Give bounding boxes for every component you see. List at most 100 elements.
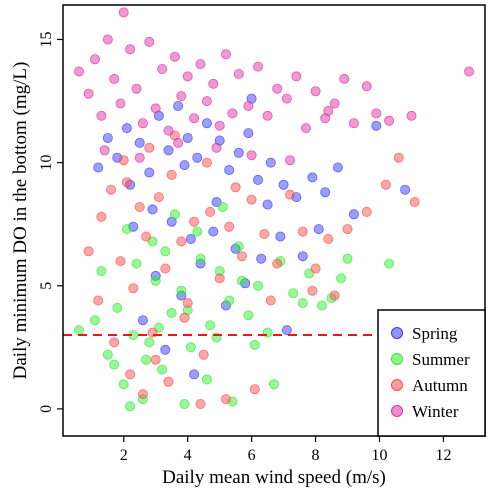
point-summer: [179, 398, 190, 409]
point-winter: [99, 145, 110, 156]
point-autumn: [249, 384, 260, 395]
point-spring: [182, 132, 193, 143]
point-autumn: [163, 376, 174, 387]
point-spring: [185, 233, 196, 244]
point-autumn: [265, 295, 276, 306]
point-autumn: [307, 285, 318, 296]
point-spring: [265, 157, 276, 168]
point-summer: [384, 258, 395, 269]
legend-marker-autumn: [391, 379, 403, 391]
point-winter: [169, 51, 180, 62]
y-tick-label: 10: [38, 155, 55, 171]
point-spring: [243, 128, 254, 139]
point-summer: [144, 337, 155, 348]
point-autumn: [118, 155, 129, 166]
point-summer: [141, 354, 152, 365]
point-summer: [176, 285, 187, 296]
point-spring: [102, 132, 113, 143]
point-summer: [160, 246, 171, 257]
point-winter: [371, 108, 382, 119]
x-tick-label: 4: [184, 447, 192, 464]
point-winter: [163, 125, 174, 136]
x-tick-label: 2: [120, 447, 128, 464]
point-spring: [121, 123, 132, 134]
point-winter: [323, 105, 334, 116]
point-spring: [281, 325, 292, 336]
point-winter: [281, 93, 292, 104]
point-autumn: [323, 233, 334, 244]
point-spring: [147, 204, 158, 215]
point-winter: [201, 96, 212, 107]
x-axis-label: Daily mean wind speed (m/s): [162, 467, 386, 488]
point-spring: [160, 344, 171, 355]
point-winter: [83, 88, 94, 99]
point-autumn: [236, 251, 247, 262]
point-autumn: [214, 273, 225, 284]
y-tick-label: 0: [38, 405, 55, 413]
point-summer: [118, 379, 129, 390]
point-autumn: [160, 263, 171, 274]
point-winter: [310, 86, 321, 97]
point-autumn: [361, 206, 372, 217]
point-autumn: [246, 194, 257, 205]
point-spring: [179, 160, 190, 171]
plot-frame: [62, 4, 486, 437]
point-winter: [211, 142, 222, 153]
point-autumn: [83, 246, 94, 257]
point-summer: [96, 265, 107, 276]
point-summer: [316, 300, 327, 311]
point-summer: [131, 258, 142, 269]
point-summer: [205, 320, 216, 331]
y-tick-label: 5: [38, 282, 55, 290]
point-summer: [342, 253, 353, 264]
point-summer: [236, 275, 247, 286]
point-autumn: [121, 177, 132, 188]
point-autumn: [201, 157, 212, 168]
point-autumn: [106, 184, 117, 195]
point-summer: [150, 275, 161, 286]
point-summer: [268, 379, 279, 390]
point-spring: [256, 253, 267, 264]
point-winter: [173, 137, 184, 148]
point-summer: [185, 342, 196, 353]
points-layer: [74, 7, 474, 412]
point-spring: [252, 174, 263, 185]
point-autumn: [409, 196, 420, 207]
point-autumn: [297, 226, 308, 237]
point-winter: [96, 110, 107, 121]
point-summer: [217, 201, 228, 212]
point-autumn: [115, 256, 126, 267]
point-autumn: [109, 337, 120, 348]
legend-marker-winter: [391, 405, 403, 417]
point-spring: [163, 145, 174, 156]
point-winter: [208, 78, 219, 89]
point-summer: [336, 273, 347, 284]
point-autumn: [96, 211, 107, 222]
point-winter: [118, 7, 129, 18]
point-spring: [201, 118, 212, 129]
point-winter: [150, 103, 161, 114]
point-autumn: [179, 312, 190, 323]
point-spring: [93, 162, 104, 173]
x-tick-label: 8: [312, 447, 320, 464]
point-winter: [137, 118, 148, 129]
point-spring: [189, 369, 200, 380]
point-autumn: [125, 369, 136, 380]
point-autumn: [205, 206, 216, 217]
point-winter: [131, 83, 142, 94]
point-summer: [125, 401, 136, 412]
point-winter: [220, 49, 231, 60]
point-spring: [208, 226, 219, 237]
point-autumn: [198, 349, 209, 360]
point-summer: [109, 359, 120, 370]
point-autumn: [189, 216, 200, 227]
point-summer: [243, 310, 254, 321]
point-summer: [169, 209, 180, 220]
point-winter: [246, 150, 257, 161]
y-axis-label: Daily minimum DO in the bottom (mg/L): [10, 62, 31, 380]
point-spring: [320, 187, 331, 198]
point-spring: [332, 162, 343, 173]
point-spring: [233, 147, 244, 158]
point-autumn: [153, 192, 164, 203]
